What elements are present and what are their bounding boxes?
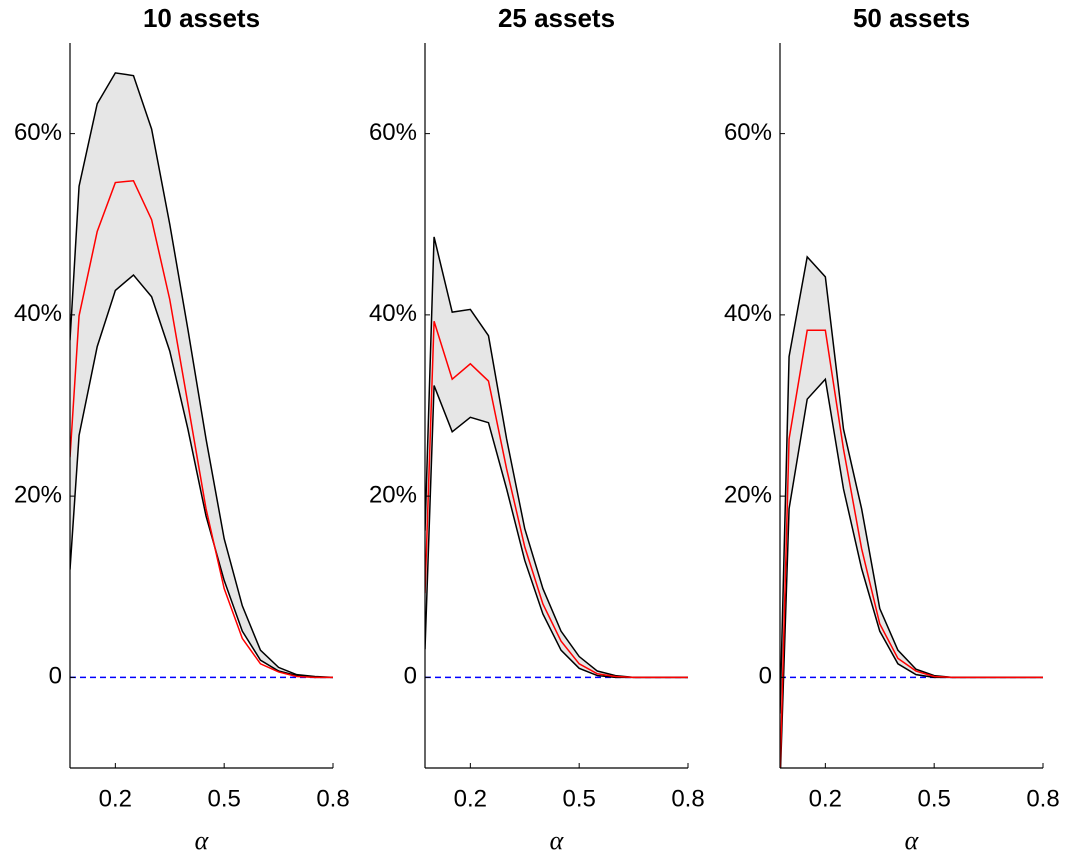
x-tick-label: 0.5 bbox=[207, 785, 240, 812]
band bbox=[70, 72, 333, 678]
x-tick-label: 0.2 bbox=[454, 785, 487, 812]
y-tick-label: 60% bbox=[369, 119, 417, 146]
y-tick-label: 0 bbox=[49, 663, 62, 690]
series-line bbox=[70, 179, 333, 679]
x-tick-label: 0.2 bbox=[99, 785, 132, 812]
x-tick-label: 0.8 bbox=[1026, 785, 1059, 812]
y-tick-label: 40% bbox=[14, 300, 62, 327]
x-axis-label: α bbox=[550, 826, 565, 853]
x-axis-label: α bbox=[905, 826, 920, 853]
plot-area bbox=[425, 236, 688, 679]
y-tick-label: 0 bbox=[759, 663, 772, 690]
y-tick-label: 40% bbox=[724, 300, 772, 327]
plot-area bbox=[780, 255, 1043, 768]
x-tick-label: 0.5 bbox=[917, 785, 950, 812]
y-tick-label: 60% bbox=[724, 119, 772, 146]
panel-title: 50 assets bbox=[853, 3, 970, 33]
x-axis-label: α bbox=[195, 826, 210, 853]
series-line bbox=[780, 329, 1043, 768]
y-tick-label: 20% bbox=[369, 481, 417, 508]
series-line bbox=[70, 273, 333, 679]
panel-title: 25 assets bbox=[498, 3, 615, 33]
x-tick-label: 0.5 bbox=[562, 785, 595, 812]
y-tick-label: 0 bbox=[404, 663, 417, 690]
panel: 25 assets α 0 20% 40% 60% 0.2 0.5 0.8 bbox=[369, 3, 705, 853]
plot-area bbox=[70, 72, 333, 679]
series-line bbox=[425, 236, 688, 679]
band bbox=[780, 256, 1043, 768]
y-tick-label: 60% bbox=[14, 119, 62, 146]
x-tick-label: 0.8 bbox=[316, 785, 349, 812]
x-tick-label: 0.8 bbox=[671, 785, 704, 812]
y-tick-label: 40% bbox=[369, 300, 417, 327]
series-line bbox=[425, 320, 688, 679]
series-line bbox=[70, 72, 333, 679]
panel-title: 10 assets bbox=[143, 3, 260, 33]
series-line bbox=[780, 377, 1043, 768]
band bbox=[425, 236, 688, 678]
y-tick-label: 20% bbox=[724, 481, 772, 508]
x-tick-label: 0.2 bbox=[809, 785, 842, 812]
y-tick-label: 20% bbox=[14, 481, 62, 508]
panel: 50 assets α 0 20% 40% 60% 0.2 0.5 0.8 bbox=[724, 3, 1060, 853]
panel: 10 assets α 0 20% 40% 60% 0.2 0.5 0.8 bbox=[14, 3, 350, 853]
